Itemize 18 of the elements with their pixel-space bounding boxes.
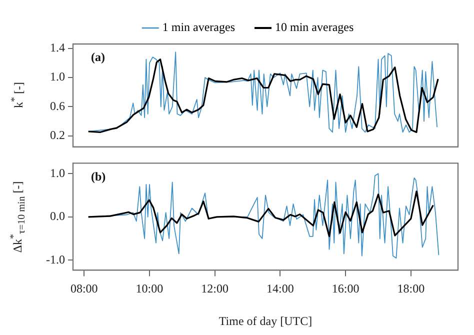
- x-tick-label: 18:00: [397, 282, 425, 296]
- y-tick-label: 1.0: [50, 166, 65, 180]
- legend-label: 1 min averages: [162, 20, 236, 34]
- x-tick-label: 14:00: [266, 282, 294, 296]
- y-tick-label: -1.0: [46, 252, 65, 266]
- x-tick-label: 10:00: [136, 282, 164, 296]
- y-tick-label: 1.4: [50, 40, 65, 55]
- annotation: (b): [91, 169, 106, 184]
- legend-label: 10 min averages: [275, 20, 354, 34]
- y-tick-label: 1.0: [50, 70, 65, 84]
- y-tick-label: 0.2: [50, 128, 65, 142]
- x-tick-label: 16:00: [332, 282, 360, 296]
- x-tick-label: 08:00: [70, 282, 98, 296]
- y-tick-label: 0.6: [50, 98, 65, 113]
- annotation: (a): [91, 50, 105, 64]
- x-tick-label: 12:00: [201, 282, 229, 296]
- y-tick-label: 0.0: [50, 209, 65, 224]
- x-axis-title: Time of day [UTC]: [218, 314, 312, 328]
